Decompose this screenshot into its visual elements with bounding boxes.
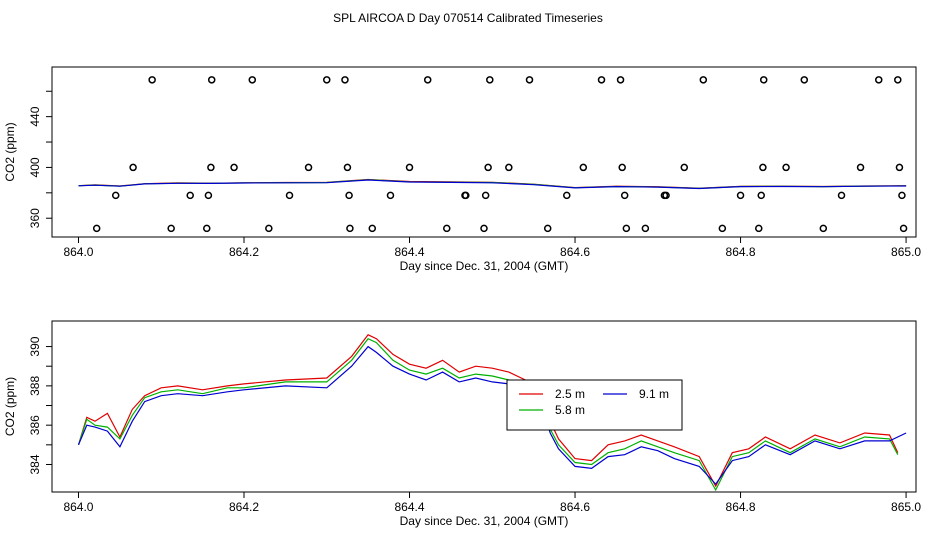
data-point (525, 76, 534, 84)
legend-label: 9.1 m (639, 387, 669, 401)
data-point (899, 224, 908, 233)
data-point (484, 163, 492, 172)
data-point (505, 163, 513, 172)
data-point (759, 76, 768, 84)
data-point (894, 76, 902, 84)
series-line-5-8-m (77, 337, 899, 492)
x-tick-label: 864.2 (229, 500, 259, 514)
data-point (620, 191, 629, 200)
data-point (92, 224, 101, 233)
legend-label: 5.8 m (555, 403, 585, 417)
bottom-chart: 864.0 864.2 864.4 864.6 864.8 865.0 Day since … (3, 320, 921, 528)
data-point (616, 76, 625, 84)
data-point (405, 163, 414, 172)
data-point (736, 191, 745, 200)
data-point (579, 163, 588, 172)
x-tick-label: 864.4 (395, 500, 425, 514)
figure-title: SPL AIRCOA D Day 070514 Calibrated Times… (333, 11, 603, 25)
y-tick-label: 440 (28, 106, 42, 126)
data-point (207, 76, 216, 84)
data-point (346, 224, 354, 233)
y-tick-label: 386 (28, 415, 42, 435)
data-point (837, 191, 846, 200)
x-axis-label: Day since Dec. 31, 2004 (GMT) (400, 514, 569, 528)
data-point (782, 163, 790, 172)
y-tick-label: 360 (28, 208, 42, 228)
top-chart: 864.0 864.2 864.4 864.6 864.8 865.0 Day since … (3, 66, 921, 273)
data-point (323, 76, 331, 84)
data-point (875, 76, 883, 84)
data-point (345, 191, 353, 200)
x-tick-label: 864.0 (63, 500, 93, 514)
x-tick-label: 864.8 (726, 245, 756, 259)
y-tick-label: 400 (28, 157, 42, 177)
data-point (129, 163, 137, 172)
data-point (481, 191, 490, 200)
data-point (699, 76, 708, 84)
data-point (662, 191, 670, 200)
data-point (622, 224, 631, 233)
data-point (759, 163, 767, 172)
data-point (386, 191, 395, 200)
x-tick-label: 864.6 (560, 245, 590, 259)
series-line-9-1-m (77, 345, 907, 486)
data-point (563, 191, 571, 200)
data-point (111, 191, 120, 200)
data-point (486, 76, 494, 84)
data-point (148, 76, 156, 84)
data-point (856, 163, 865, 172)
data-point (368, 224, 377, 233)
data-point (341, 76, 349, 84)
data-point (207, 163, 215, 172)
data-point (343, 163, 352, 172)
data-point (718, 224, 727, 233)
x-tick-label: 864.2 (229, 245, 259, 259)
data-point (230, 163, 238, 172)
data-point (285, 191, 294, 200)
y-axis-label: CO2 (ppm) (3, 122, 17, 181)
data-point (462, 191, 470, 200)
legend: 2.5 m 5.8 m 9.1 m (506, 379, 683, 431)
data-point (423, 76, 432, 84)
data-point (680, 163, 689, 172)
plot-frame (51, 66, 917, 238)
data-point (755, 224, 763, 233)
y-tick-label: 384 (28, 454, 42, 474)
y-axis-label: CO2 (ppm) (3, 377, 17, 436)
data-point (641, 224, 650, 233)
data-point (304, 163, 313, 172)
data-point (443, 224, 451, 233)
x-axis-label: Day since Dec. 31, 2004 (GMT) (400, 259, 569, 273)
x-tick-label: 864.8 (726, 500, 756, 514)
x-tick-label: 864.0 (63, 245, 93, 259)
legend-box (506, 379, 683, 431)
x-tick-label: 864.6 (560, 500, 590, 514)
series-line-9-1-m (78, 179, 907, 190)
data-point (204, 191, 213, 200)
data-point (800, 76, 809, 84)
data-point (819, 224, 828, 233)
data-point (248, 76, 257, 84)
data-point (543, 224, 552, 233)
plot-frame (51, 320, 917, 493)
x-tick-label: 865.0 (891, 245, 921, 259)
legend-label: 2.5 m (555, 387, 585, 401)
y-tick-label: 388 (28, 376, 42, 396)
data-point (167, 224, 175, 233)
x-tick-label: 864.4 (395, 245, 425, 259)
data-point (265, 224, 273, 233)
data-point (898, 191, 906, 200)
data-point (597, 76, 606, 84)
y-tick-label: 390 (28, 336, 42, 356)
series-line-2-5-m (77, 334, 899, 488)
data-point (203, 224, 211, 233)
data-point (618, 163, 626, 172)
x-tick-label: 865.0 (891, 500, 921, 514)
data-point (757, 191, 765, 200)
data-point (480, 224, 488, 233)
data-point (186, 191, 194, 200)
data-point (895, 163, 904, 172)
